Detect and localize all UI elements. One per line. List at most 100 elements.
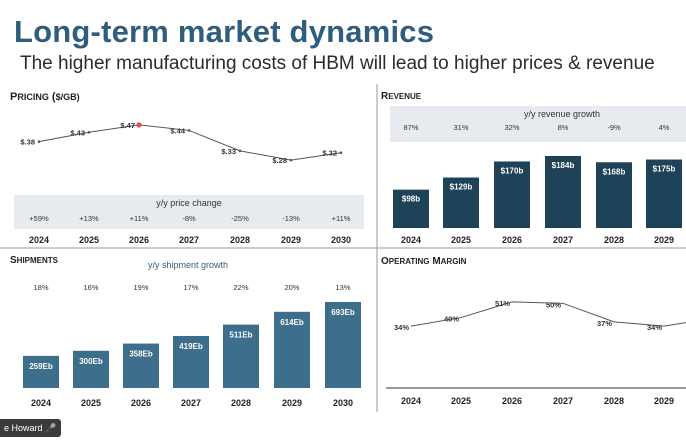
revenue-growth-title: y/y revenue growth <box>524 109 600 119</box>
shipments-growth-title: y/y shipment growth <box>148 260 228 270</box>
revenue-bar-label: $98b <box>402 195 420 204</box>
shipments-bar-label: 259Eb <box>29 362 53 371</box>
operating-margin-chart: 34% 40% 51% 50% 37% 34% 2024 2025 2026 2027 2028 20… <box>386 299 686 406</box>
margin-point-label: 40% <box>444 315 459 324</box>
pricing-point-label: $.47 <box>120 121 135 130</box>
revenue-bar-label: $129b <box>450 183 473 192</box>
pricing-change-value: -13% <box>282 214 300 223</box>
margin-point-label: 37% <box>597 319 612 328</box>
shipments-bar <box>325 302 361 388</box>
margin-series-line <box>410 301 686 327</box>
pricing-point <box>136 122 142 128</box>
shipments-x-tick: 2024 <box>31 398 51 408</box>
pricing-change-value: +11% <box>130 214 149 223</box>
pricing-point <box>187 129 191 132</box>
revenue-growth-band <box>390 106 686 142</box>
shipments-x-tick: 2029 <box>282 398 302 408</box>
margin-point-label: 51% <box>495 299 510 308</box>
margin-x-tick: 2025 <box>451 396 471 406</box>
margin-x-tick: 2026 <box>502 396 522 406</box>
pricing-x-tick: 2025 <box>79 235 99 245</box>
shipments-bar-label: 300Eb <box>79 357 103 366</box>
shipments-bar <box>274 311 310 388</box>
revenue-bar-label: $175b <box>653 165 676 174</box>
margin-x-tick: 2029 <box>654 396 674 406</box>
pricing-x-tick: 2028 <box>230 235 250 245</box>
pricing-point <box>289 158 293 162</box>
shipments-growth-value: 20% <box>284 283 299 292</box>
margin-x-tick: 2027 <box>553 396 573 406</box>
margin-x-tick: 2024 <box>401 396 421 406</box>
shipments-chart: y/y shipment growth 18% 16% 19% 17% 22% 20% 13%… <box>23 260 361 408</box>
pricing-change-value: -25% <box>231 214 249 223</box>
revenue-growth-value: -9% <box>607 123 621 132</box>
pricing-x-tick: 2027 <box>179 235 199 245</box>
shipments-bar-label: 511Eb <box>229 331 252 340</box>
margin-point-label: 50% <box>546 300 561 309</box>
pricing-point-label: $.38 <box>20 138 35 147</box>
revenue-growth-value: 8% <box>558 123 569 132</box>
margin-point-label: 34% <box>394 323 409 332</box>
pricing-panel-title: PRICING ($/GB) <box>10 91 80 103</box>
revenue-x-tick: 2028 <box>604 235 624 245</box>
revenue-growth-value: 4% <box>659 123 670 132</box>
shipments-growth-value: 19% <box>133 283 148 292</box>
revenue-x-tick: 2027 <box>553 235 573 245</box>
shipments-x-tick: 2028 <box>231 398 251 408</box>
pricing-x-tick: 2024 <box>29 235 49 245</box>
pricing-x-tick: 2029 <box>281 235 301 245</box>
shipments-growth-value: 17% <box>183 283 198 292</box>
shipments-x-tick: 2026 <box>131 398 151 408</box>
revenue-bar <box>393 189 429 228</box>
shipments-bar <box>173 336 209 388</box>
revenue-chart: y/y revenue growth 87% 31% 32% 8% -9% 4% $98b $1… <box>390 106 686 245</box>
shipments-growth-value: 22% <box>233 283 248 292</box>
pricing-change-title: y/y price change <box>156 198 222 208</box>
pricing-point-label: $.43 <box>70 128 85 137</box>
revenue-bar <box>596 162 632 228</box>
shipments-x-tick: 2025 <box>81 398 101 408</box>
revenue-growth-value: 32% <box>504 123 519 132</box>
shipments-bar-label: 358Eb <box>129 350 153 359</box>
shipments-bar-label: 693Eb <box>331 308 355 317</box>
revenue-x-tick: 2025 <box>451 235 471 245</box>
revenue-bar-label: $168b <box>603 167 626 176</box>
slide-subtitle: The higher manufacturing costs of HBM wi… <box>20 53 655 74</box>
shipments-x-tick: 2030 <box>333 398 353 408</box>
presenter-name: e Howard <box>4 423 43 433</box>
pricing-point-label: $.33 <box>221 147 236 156</box>
shipments-bar-label: 614Eb <box>280 318 304 327</box>
pricing-x-tick: 2026 <box>129 235 149 245</box>
pricing-point <box>37 140 41 143</box>
margin-point-label: 34% <box>647 323 662 332</box>
revenue-x-tick: 2026 <box>502 235 522 245</box>
shipments-growth-value: 16% <box>83 283 98 292</box>
revenue-panel-title: REVENUE <box>381 91 422 102</box>
shipments-growth-value: 13% <box>335 283 350 292</box>
presenter-name-tag: e Howard 🎤 <box>0 419 62 437</box>
pricing-change-value: +13% <box>79 214 99 223</box>
margin-panel-title: OPERATING MARGIN <box>381 256 467 267</box>
shipments-bar <box>123 343 159 388</box>
revenue-growth-value: 87% <box>403 123 418 132</box>
pricing-point-label: $.44 <box>170 126 185 135</box>
pricing-change-value: -8% <box>182 214 196 223</box>
revenue-bar <box>443 177 479 228</box>
pricing-point <box>87 130 91 134</box>
pricing-point-label: $.28 <box>272 156 287 165</box>
revenue-bar <box>494 161 530 228</box>
pricing-change-value: +59% <box>29 214 49 223</box>
pricing-point <box>238 149 242 153</box>
pricing-chart: $.38 $.43 $.47 $.44 $.33 $.28 $.32 y/y price ch… <box>14 121 364 245</box>
shipments-growth-value: 18% <box>33 283 48 292</box>
pricing-point-label: $.32 <box>322 149 337 158</box>
pricing-point <box>339 151 343 155</box>
shipments-bar <box>73 350 109 388</box>
revenue-bar <box>646 159 682 228</box>
microphone-icon: 🎤 <box>45 423 57 433</box>
margin-x-tick: 2028 <box>604 396 624 406</box>
slide-title: Long-term market dynamics <box>14 14 435 49</box>
revenue-bar-label: $170b <box>501 166 524 175</box>
shipments-bar <box>223 324 259 388</box>
